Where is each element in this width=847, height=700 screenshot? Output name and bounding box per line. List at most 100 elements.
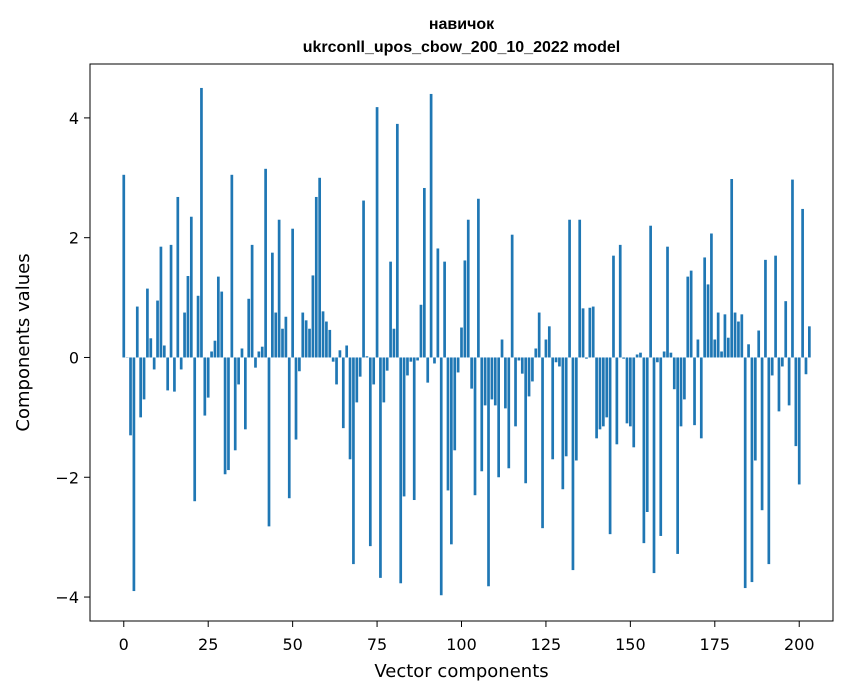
bar: [207, 357, 210, 397]
bar: [507, 357, 510, 468]
bar: [386, 357, 389, 370]
bar: [659, 357, 662, 535]
bar: [477, 199, 480, 358]
bar: [551, 357, 554, 459]
bar: [474, 357, 477, 495]
bar: [636, 354, 639, 357]
bar: [778, 357, 781, 411]
chart-title: навичок: [429, 16, 495, 33]
bar: [521, 357, 524, 373]
bar: [372, 357, 375, 384]
x-tick-label: 0: [119, 635, 129, 654]
bar: [153, 357, 156, 369]
bar: [156, 301, 159, 358]
bar: [217, 277, 220, 358]
bar: [771, 357, 774, 375]
bar: [247, 299, 250, 358]
bar: [639, 353, 642, 358]
bar: [585, 357, 588, 358]
bar: [133, 357, 136, 591]
bar: [193, 357, 196, 501]
bar: [230, 175, 233, 358]
bar: [437, 248, 440, 357]
bar: [497, 357, 500, 477]
bar: [724, 314, 727, 357]
bar: [379, 357, 382, 577]
bar: [737, 322, 740, 358]
bar: [258, 351, 261, 357]
bar: [744, 357, 747, 588]
bar: [784, 301, 787, 357]
bar: [203, 357, 206, 415]
x-tick-label: 75: [367, 635, 387, 654]
y-tick-label: 2: [69, 229, 79, 248]
x-axis-label: Vector components: [374, 661, 548, 682]
bar: [268, 357, 271, 526]
bar: [450, 357, 453, 544]
bar: [764, 260, 767, 358]
bar: [366, 356, 369, 357]
bar: [210, 351, 213, 357]
bar: [751, 357, 754, 582]
bar: [602, 357, 605, 426]
bar: [295, 357, 298, 439]
bar: [352, 357, 355, 564]
bar: [747, 344, 750, 357]
bar: [254, 357, 257, 367]
bar: [575, 357, 578, 460]
bar: [524, 357, 527, 483]
bar: [312, 275, 315, 357]
bar: [565, 357, 568, 456]
bar: [683, 357, 686, 399]
y-tick-label: −2: [55, 468, 79, 487]
bar: [616, 357, 619, 444]
bar: [322, 311, 325, 357]
bar: [271, 253, 274, 358]
bar: [697, 340, 700, 358]
bar: [376, 107, 379, 357]
bar: [332, 357, 335, 361]
bar: [612, 256, 615, 358]
bar: [511, 235, 514, 358]
bar: [754, 357, 757, 460]
chart-subtitle: ukrconll_upos_cbow_200_10_2022 model: [303, 39, 620, 56]
bar: [369, 357, 372, 546]
bar: [558, 357, 561, 366]
bar: [531, 357, 534, 381]
bar: [129, 357, 132, 435]
bar: [643, 357, 646, 543]
bar: [339, 350, 342, 357]
bar: [487, 357, 490, 586]
bar: [561, 357, 564, 489]
bar: [720, 351, 723, 357]
bar: [707, 284, 710, 357]
bar: [653, 357, 656, 573]
bar: [541, 357, 544, 528]
bar: [406, 357, 409, 375]
bar: [335, 357, 338, 384]
bar: [794, 357, 797, 446]
bar: [345, 345, 348, 357]
x-tick-label: 25: [198, 635, 218, 654]
bar: [149, 338, 152, 357]
bar: [548, 326, 551, 357]
bar: [686, 277, 689, 358]
bar: [673, 357, 676, 389]
bar: [298, 357, 301, 371]
bar: [713, 340, 716, 358]
bar: [359, 357, 362, 376]
bar: [595, 357, 598, 438]
bar: [626, 357, 629, 423]
bar: [166, 357, 169, 390]
bar: [480, 357, 483, 471]
bar: [717, 313, 720, 358]
bar: [690, 271, 693, 358]
bar: [443, 262, 446, 358]
x-tick-label: 125: [531, 635, 562, 654]
bar: [791, 180, 794, 358]
bar: [426, 357, 429, 382]
bar: [774, 256, 777, 358]
bar: [430, 94, 433, 358]
bar: [518, 357, 521, 360]
